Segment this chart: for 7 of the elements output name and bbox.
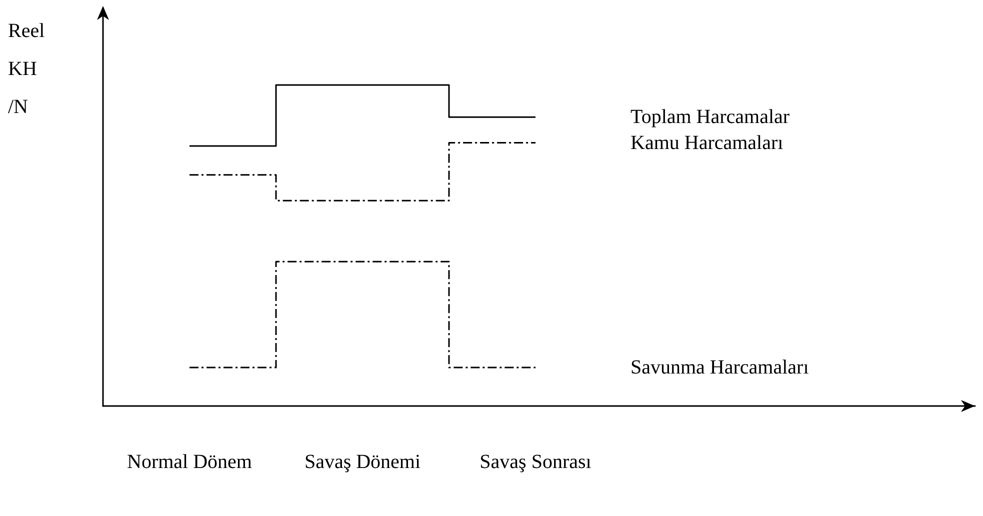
x-tick-label: Savaş Dönemi bbox=[304, 451, 421, 473]
text: Toplam Harcamalar bbox=[630, 106, 790, 128]
text: Kamu Harcamaları bbox=[630, 132, 784, 154]
text: Savunma Harcamaları bbox=[630, 356, 810, 378]
y-axis-title: Reel KH /N bbox=[8, 20, 46, 118]
x-tick-label: Savaş Sonrası bbox=[480, 451, 592, 473]
x-tick-label: Normal Dönem bbox=[127, 451, 252, 473]
